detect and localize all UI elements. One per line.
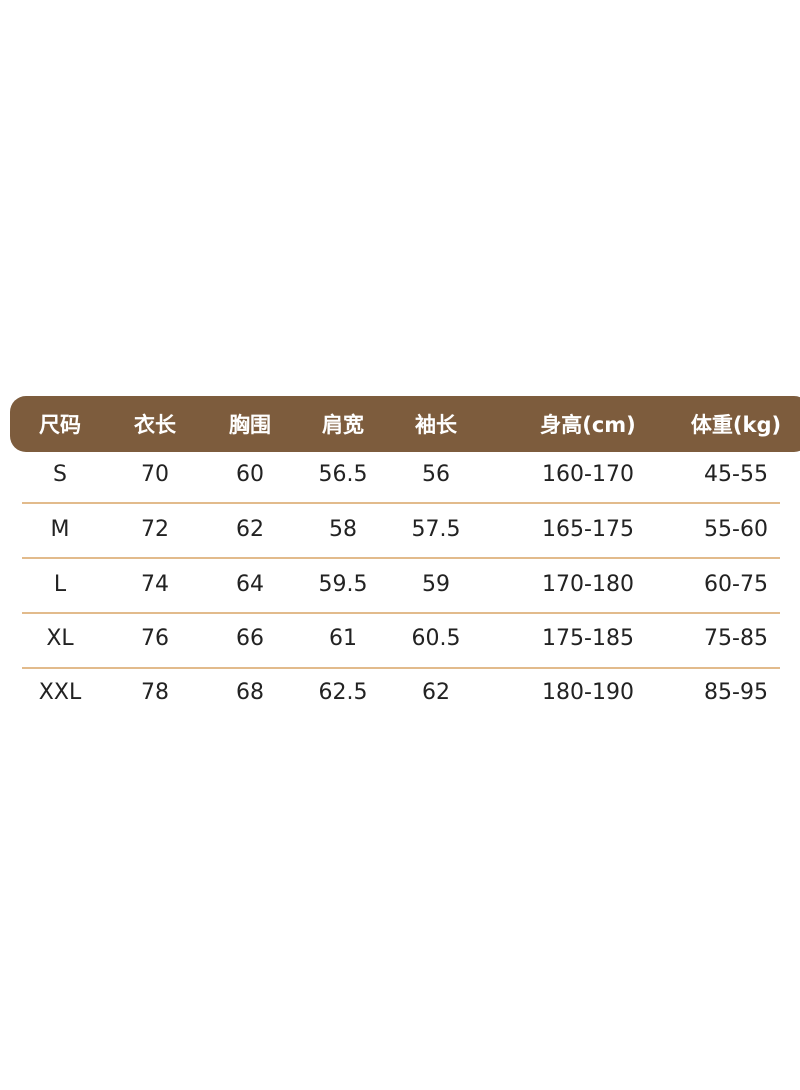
table-cell: 72 <box>141 517 169 542</box>
column-header: 衣长 <box>134 413 176 437</box>
column-header: 身高(cm) <box>540 413 636 437</box>
table-cell: 75-85 <box>704 626 768 651</box>
table-cell: M <box>50 517 70 542</box>
column-header: 尺码 <box>39 413 81 437</box>
table-cell: 58 <box>329 517 357 542</box>
table-cell: L <box>53 572 67 597</box>
table-cell: 165-175 <box>542 517 634 542</box>
column-header: 体重(kg) <box>690 413 782 437</box>
table-cell: 55-60 <box>704 517 768 542</box>
table-cell: 66 <box>236 626 264 651</box>
row-divider <box>22 557 780 559</box>
table-cell: 62.5 <box>318 680 368 705</box>
table-cell: 45-55 <box>704 462 768 487</box>
column-header: 胸围 <box>229 413 271 437</box>
table-cell: 74 <box>141 572 169 597</box>
table-cell: 61 <box>329 626 357 651</box>
table-cell: 56.5 <box>318 462 368 487</box>
table-cell: 60 <box>236 462 264 487</box>
table-cell: 60.5 <box>411 626 461 651</box>
table-cell: 57.5 <box>411 517 461 542</box>
table-cell: 62 <box>236 517 264 542</box>
column-header: 袖长 <box>415 413 457 437</box>
table-cell: 60-75 <box>704 572 768 597</box>
table-cell: 175-185 <box>542 626 634 651</box>
table-header-bar <box>10 396 800 452</box>
row-divider <box>22 667 780 669</box>
table-cell: 68 <box>236 680 264 705</box>
table-cell: 78 <box>141 680 169 705</box>
table-cell: 59.5 <box>318 572 368 597</box>
table-cell: 180-190 <box>542 680 634 705</box>
table-cell: 76 <box>141 626 169 651</box>
column-header: 肩宽 <box>322 413 364 437</box>
table-cell: 170-180 <box>542 572 634 597</box>
row-divider <box>22 612 780 614</box>
table-cell: XXL <box>38 680 82 705</box>
table-cell: 64 <box>236 572 264 597</box>
table-cell: 62 <box>422 680 450 705</box>
row-divider <box>22 502 780 504</box>
table-cell: 85-95 <box>704 680 768 705</box>
table-cell: 160-170 <box>542 462 634 487</box>
table-cell: 56 <box>422 462 450 487</box>
table-cell: 70 <box>141 462 169 487</box>
table-cell: 59 <box>422 572 450 597</box>
table-cell: XL <box>46 626 74 651</box>
table-cell: S <box>53 462 67 487</box>
